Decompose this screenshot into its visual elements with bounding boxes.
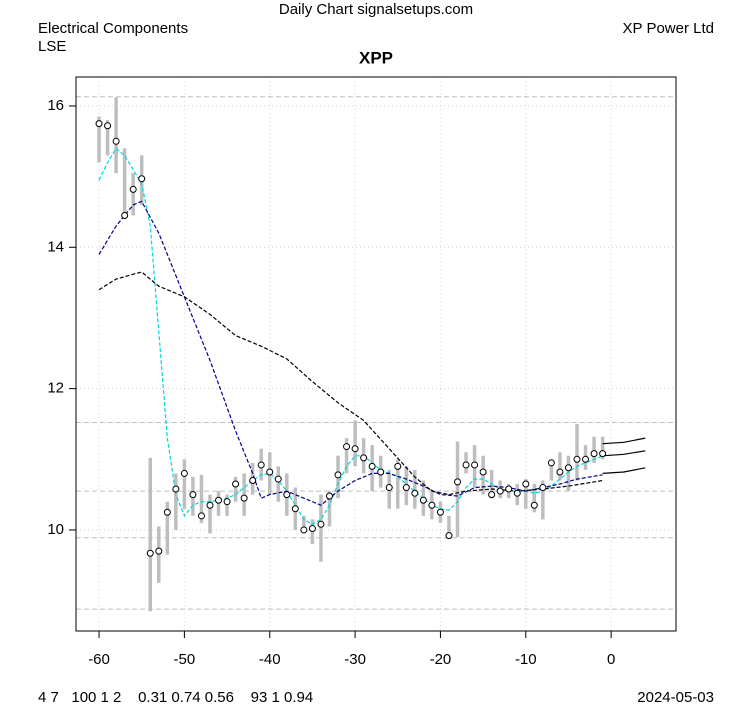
close-point (215, 496, 223, 504)
close-point (95, 120, 103, 128)
close-point (513, 489, 521, 497)
close-point (402, 484, 410, 492)
line-series (98, 200, 603, 506)
close-point (189, 491, 197, 499)
x-tick-label: -50 (174, 651, 196, 668)
line-series (98, 147, 603, 525)
close-point (590, 450, 598, 458)
chart-title: XPP (359, 48, 393, 67)
close-point (291, 505, 299, 513)
line-series (602, 467, 646, 474)
y-tick-label: 12 (47, 380, 64, 397)
y-tick-label: 14 (47, 238, 64, 255)
close-point (547, 459, 555, 467)
close-point (368, 462, 376, 470)
exchange-label: LSE (38, 38, 66, 55)
close-point (436, 508, 444, 516)
close-point (462, 461, 470, 469)
close-point (343, 443, 351, 451)
close-point (232, 480, 240, 488)
sector-label: Electrical Components (38, 20, 188, 37)
close-point (146, 549, 154, 557)
line-series (602, 437, 646, 445)
close-point (112, 137, 120, 145)
close-point (582, 455, 590, 463)
close-point (223, 498, 231, 506)
close-point (471, 461, 479, 469)
close-point (428, 501, 436, 509)
y-tick-label: 10 (47, 521, 64, 538)
close-point (334, 471, 342, 479)
plot-frame (75, 76, 677, 632)
close-point (445, 532, 453, 540)
close-point (351, 445, 359, 453)
close-point (300, 526, 308, 534)
close-point (317, 520, 325, 528)
close-point (496, 487, 504, 495)
line-series (98, 271, 603, 496)
close-point (479, 468, 487, 476)
close-point (121, 212, 129, 219)
x-tick-label: -40 (259, 651, 281, 668)
close-point (308, 525, 316, 533)
x-tick-label: -10 (515, 651, 537, 668)
close-point (377, 468, 385, 476)
close-point (104, 122, 112, 130)
close-point (180, 469, 188, 477)
x-tick-label: 0 (607, 651, 615, 668)
close-point (394, 462, 402, 470)
close-point (138, 175, 146, 183)
close-point (155, 547, 163, 555)
site-label: Daily Chart signalsetups.com (279, 1, 473, 18)
close-point (274, 475, 282, 483)
close-point (360, 454, 368, 462)
date-label: 2024-05-03 (637, 689, 714, 706)
close-point (325, 492, 333, 500)
close-point (505, 485, 513, 493)
x-tick-label: -30 (344, 651, 366, 668)
close-point (172, 485, 180, 493)
close-point (599, 450, 607, 458)
close-point (206, 501, 214, 509)
close-point (197, 512, 205, 520)
close-point (454, 478, 462, 486)
line-series (602, 450, 646, 457)
close-point (266, 468, 274, 476)
close-point (488, 491, 496, 499)
close-point (283, 491, 291, 499)
close-point (240, 494, 248, 502)
params-label: 4 7 100 1 2 0.31 0.74 0.56 93 1 0.94 (38, 689, 313, 706)
close-point (385, 484, 393, 492)
x-tick-label: -60 (88, 651, 110, 668)
close-point (411, 489, 419, 497)
close-point (249, 476, 257, 484)
close-point (573, 455, 581, 463)
close-point (129, 185, 137, 193)
close-point (419, 496, 427, 504)
close-point (163, 508, 171, 516)
close-point (522, 480, 530, 488)
y-tick-label: 16 (47, 97, 64, 114)
close-point (539, 484, 547, 492)
company-label: XP Power Ltd (623, 20, 714, 37)
close-point (556, 468, 564, 476)
close-point (530, 501, 538, 509)
x-tick-label: -20 (430, 651, 452, 668)
close-point (257, 461, 265, 469)
close-point (564, 464, 572, 472)
